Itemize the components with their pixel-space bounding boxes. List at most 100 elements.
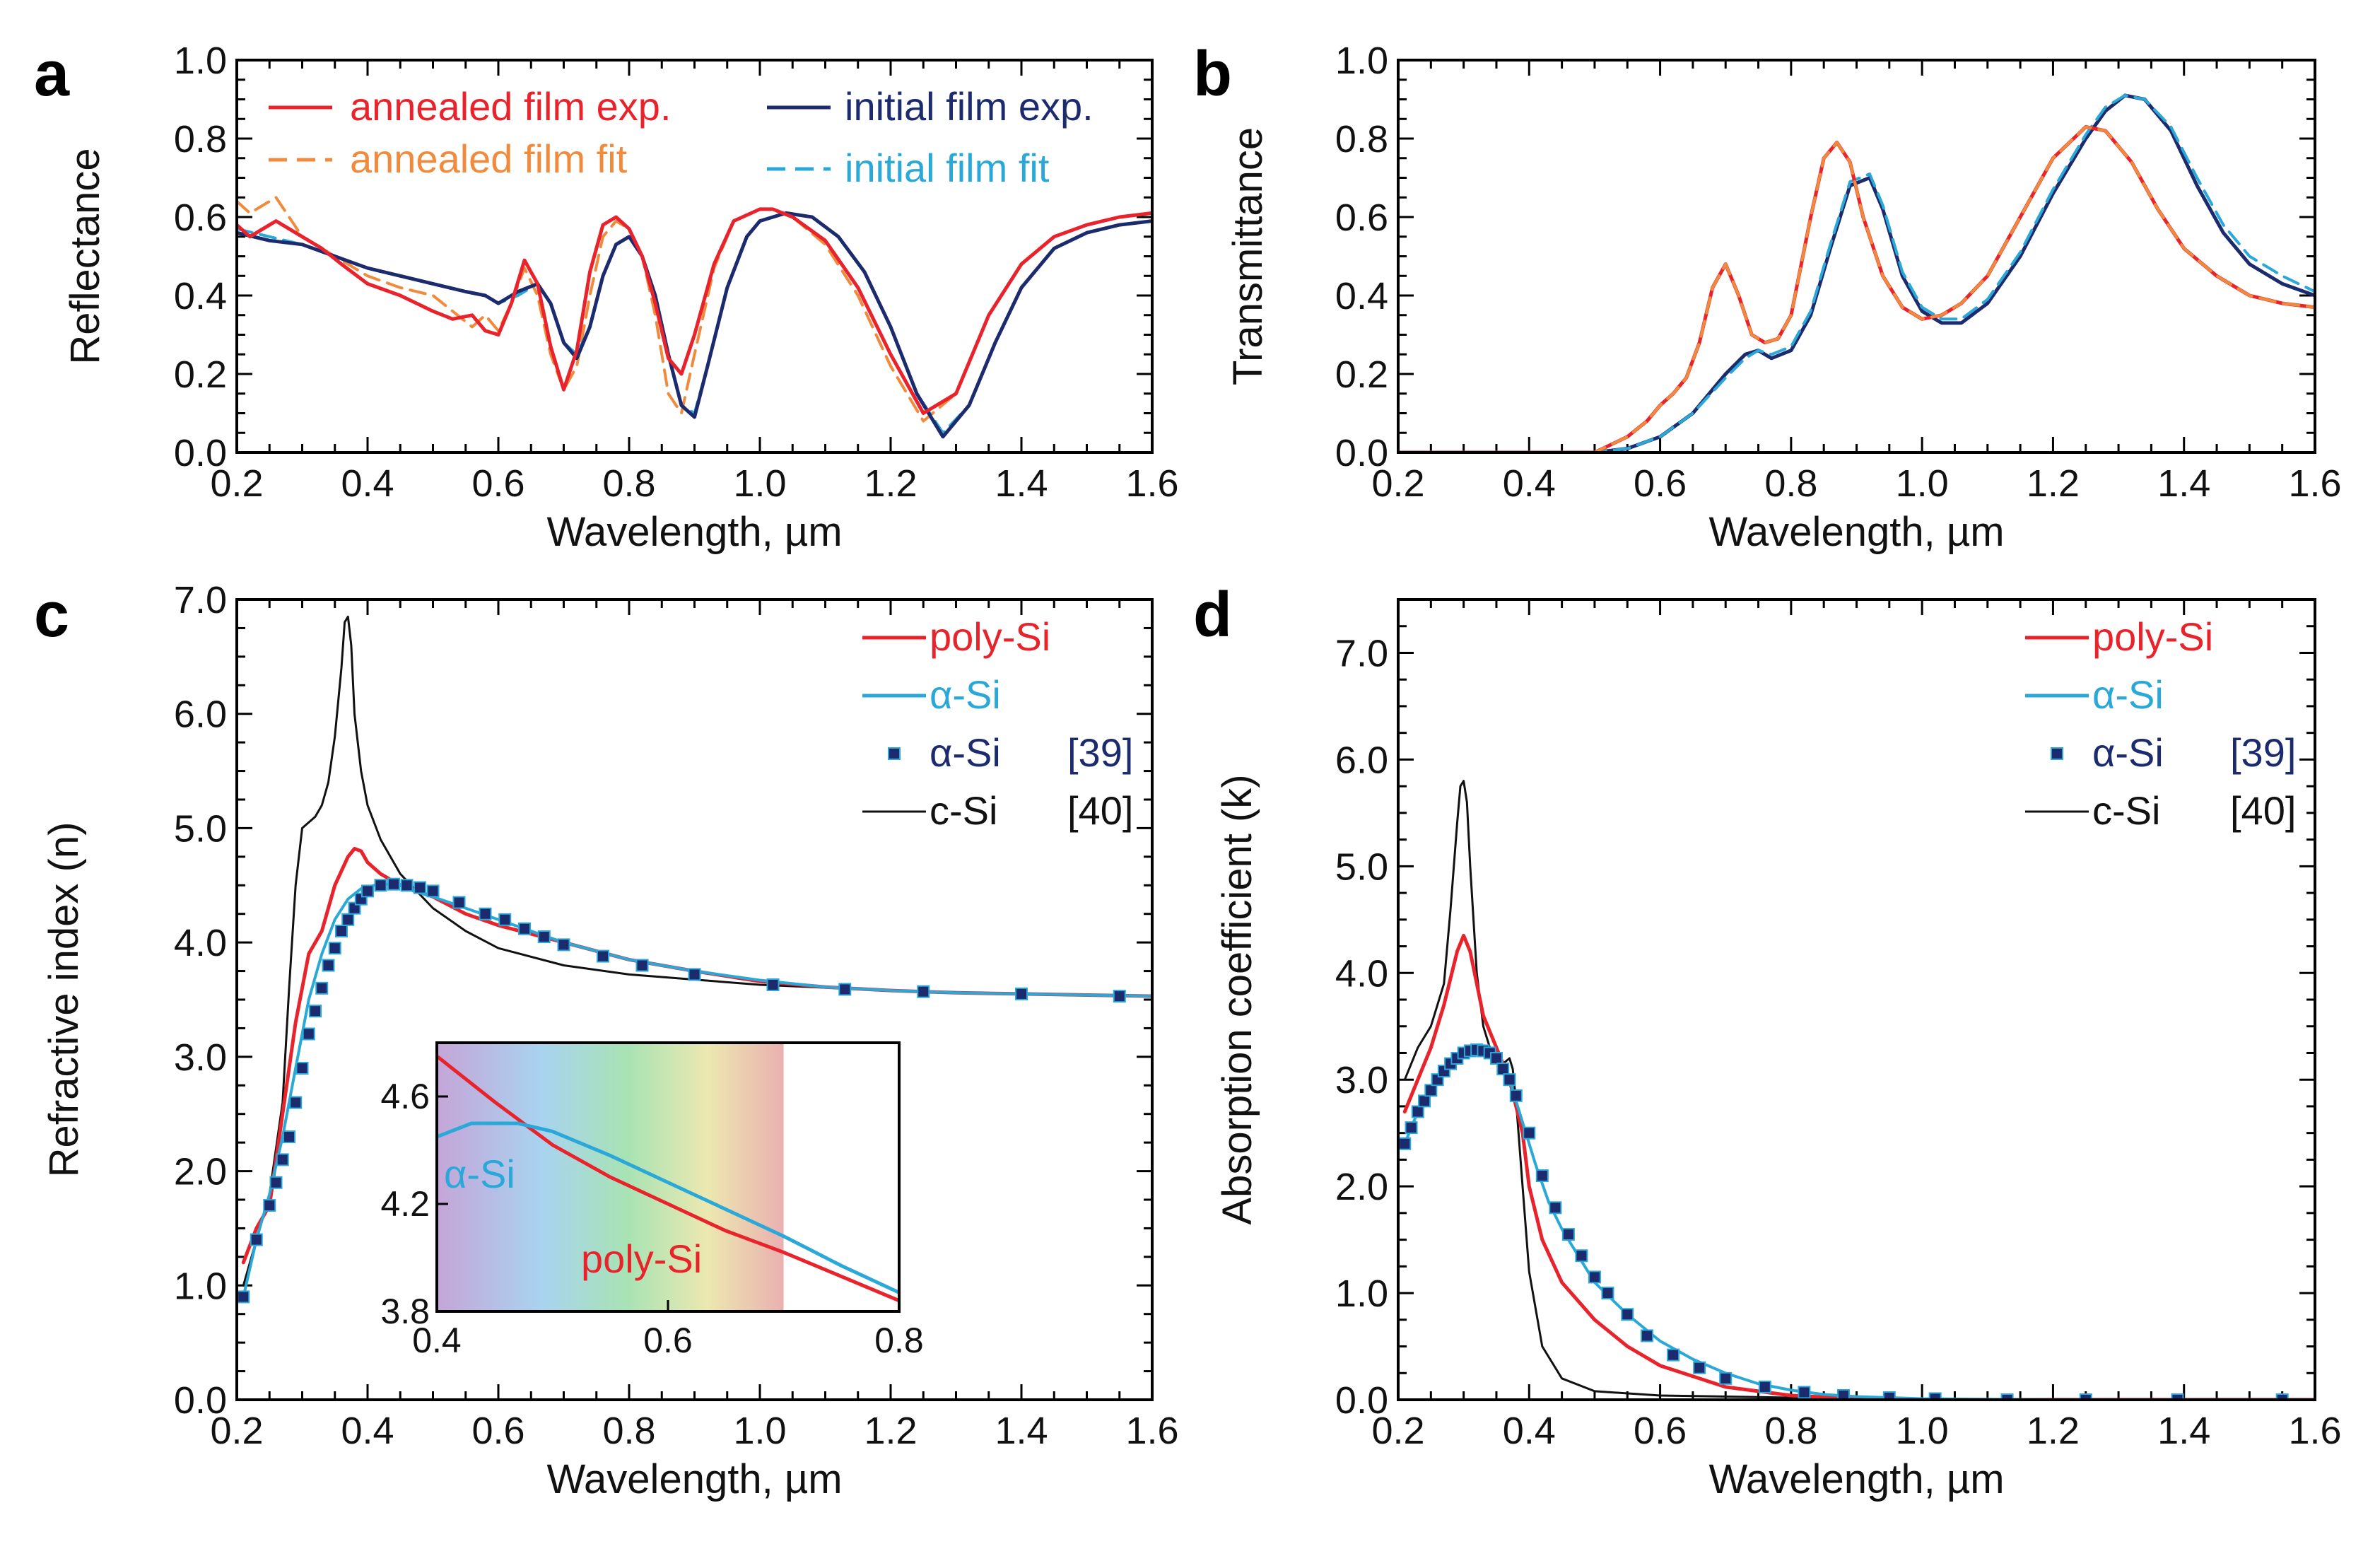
x-tick-label: 0.8 [1764,1410,1817,1452]
data-point-marker [335,924,348,937]
data-point-marker [1641,1329,1654,1343]
data-point-marker [237,1290,250,1304]
x-tick-label: 1.4 [995,1410,1048,1452]
x-tick-label: 1.0 [733,1410,786,1452]
legend-label: c-Si [2092,788,2160,833]
series-line [1403,1048,2315,1400]
plot-frame [1397,598,2316,1401]
data-point-marker [1561,1228,1575,1241]
y-tick-label: 0.4 [1335,275,1388,317]
series-line [242,615,1152,1287]
data-point-marker [1758,1380,1771,1393]
x-tick-label: 1.0 [1896,462,1949,505]
x-tick-label: 1.2 [864,462,917,505]
data-point-marker [426,884,440,898]
data-point-marker [1523,1126,1536,1140]
x-tick-label: 0.8 [602,462,655,505]
data-point-marker [479,907,492,920]
x-tick-label: 1.4 [995,462,1048,505]
data-point-marker [328,942,341,955]
data-point-marker [838,983,852,996]
data-point-marker [263,1199,276,1212]
data-point-marker [1489,1052,1503,1065]
y-tick-label: 0.8 [174,118,227,160]
data-point-marker [1398,1137,1412,1150]
y-tick-label: 0.0 [1335,1379,1388,1422]
series-group-a [237,196,1152,439]
y-tick-label: 0.4 [174,275,227,317]
data-point-marker [1621,1308,1634,1321]
data-point-marker [1575,1249,1588,1263]
panel-d: d 0.2 0.4 0.6 0.8 1.0 1.2 1.4 1.6 0.0 1.0 2.0 3.0 4.0… [1193,580,2342,1502]
panel-b: b0.2 0.4 0.6 0.8 1.0 1.2 1.4 1.60.00.20.40.60.8… [1193,39,2342,555]
inset-y-tick-label: 4.6 [380,1077,430,1116]
y-tick-label: 0.2 [1335,353,1388,396]
panel-letter-b: b [1193,39,1232,110]
data-point-marker [917,985,930,998]
series-line [1398,125,2315,452]
data-point-marker [1719,1371,1733,1385]
series-line [1403,780,2315,1400]
plot-frame [235,598,1154,1401]
data-point-marker [387,877,400,891]
data-point-marker [688,968,701,981]
data-point-marker [537,930,551,944]
data-point-marker [1798,1386,1811,1399]
ticks-b [1397,59,2316,454]
data-point-marker [452,896,466,909]
marker-series [1398,1043,2289,1400]
inset-y-tick-label: 3.8 [380,1292,430,1331]
x-tick-label: 0.4 [1503,1410,1556,1452]
series-group-b [1398,93,2315,452]
data-point-marker [2275,1393,2289,1400]
x-tick-label: 1.2 [2027,462,2080,505]
y-tick-label: 7.0 [1335,632,1388,674]
data-point-marker [1405,1121,1418,1135]
data-point-marker [1509,1089,1523,1102]
x-tick-label: 1.0 [733,462,786,505]
x-tick-label: 1.0 [1896,1410,1949,1452]
marker-series [237,877,1126,1304]
x-tick-label: 0.6 [1634,1410,1687,1452]
data-point-marker [1424,1084,1438,1097]
x-tick-label: 0.4 [1503,462,1556,505]
inset-x-tick-label: 0.6 [643,1321,693,1360]
x-tick-label: 1.4 [2157,462,2210,505]
data-point-marker [2079,1393,2092,1400]
x-tick-label: 1.6 [2288,1410,2341,1452]
y-tick-label: 7.0 [174,579,227,621]
y-tick-label: 1.0 [174,1265,227,1307]
ticks-d [1397,598,2316,1401]
x-axis-title: Wavelength, µm [546,1456,842,1502]
x-tick-label: 1.6 [2288,462,2341,505]
data-point-marker [1667,1348,1680,1362]
legend-label: annealed film exp. [350,84,672,129]
data-point-marker [295,1062,309,1075]
y-tick-label: 5.0 [174,807,227,850]
data-point-marker [557,938,570,952]
y-tick-label: 1.0 [174,40,227,82]
series-group-c [237,615,1152,1304]
x-tick-label: 1.4 [2157,1410,2210,1452]
x-tick-label: 0.8 [1764,462,1817,505]
data-point-marker [597,949,609,963]
x-tick-label: 0.2 [210,1410,263,1452]
inset-line [437,1055,899,1303]
panel-letter-a: a [34,39,70,110]
panel-c: c 0.2 0.4 0.6 0.8 1.0 1.2 1.4 1.6 0.0 1.0 2.0 3.0 4.0… [34,579,1179,1502]
legend-label: initial film fit [845,146,1050,190]
data-point-marker [250,1233,263,1246]
x-tick-label: 0.2 [1371,1410,1424,1452]
data-point-marker [374,879,387,892]
legend-label: initial film exp. [845,84,1094,129]
x-tick-label: 1.2 [864,1410,917,1452]
legend-swatch [888,747,901,760]
y-tick-label: 1.0 [1335,40,1388,82]
data-point-marker [2000,1393,2014,1400]
data-point-marker [1882,1391,1896,1400]
data-point-marker [414,881,426,894]
legend-label: c-Si [930,788,997,833]
inset-chart: 0.4 0.6 0.8 3.8 4.2 4.6 α-Si poly-Si [380,1041,924,1360]
data-point-marker [635,959,649,972]
